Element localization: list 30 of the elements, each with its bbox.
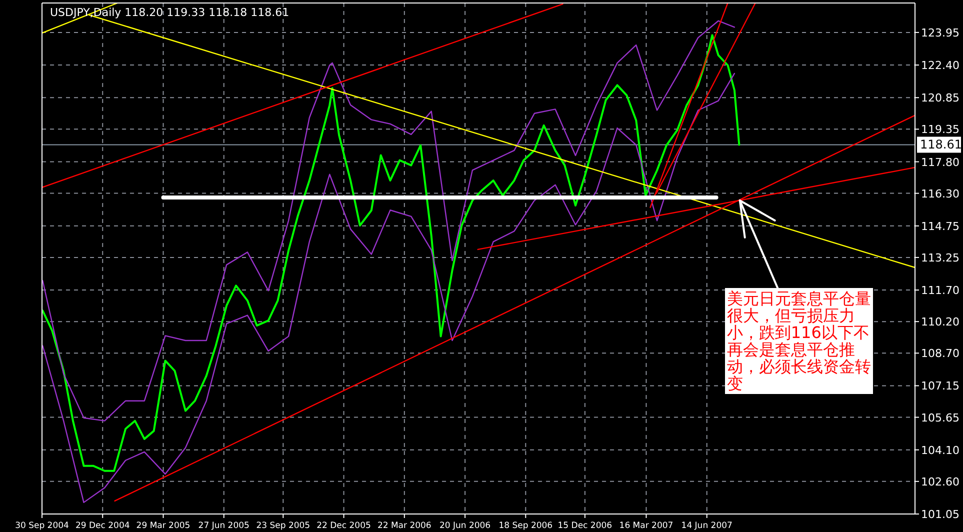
y-tick-label: 119.35 (921, 123, 960, 136)
y-tick-label: 114.75 (921, 220, 960, 233)
y-tick-label: 108.70 (921, 347, 960, 360)
y-tick-label: 117.80 (921, 156, 960, 169)
y-tick-label: 113.25 (921, 251, 960, 264)
y-tick-label: 101.05 (921, 508, 960, 521)
x-tick-label: 14 Jun 2007 (681, 521, 732, 531)
y-tick-label: 110.20 (921, 316, 960, 329)
x-tick-label: 20 Jun 2006 (439, 521, 491, 531)
y-tick-label: 120.85 (921, 92, 960, 105)
x-tick-label: 15 Dec 2006 (558, 521, 612, 531)
ref-line-label: 118.61 (920, 138, 962, 152)
y-tick-label: 104.10 (921, 444, 960, 457)
x-tick-label: 23 Sep 2005 (256, 521, 310, 531)
y-tick-label: 116.30 (921, 187, 960, 200)
x-tick-label: 22 Mar 2006 (377, 521, 432, 531)
y-tick-label: 107.15 (921, 380, 960, 393)
y-tick-label: 123.95 (921, 26, 960, 40)
x-tick-label: 16 Mar 2007 (619, 521, 674, 531)
x-tick-label: 29 Mar 2005 (136, 521, 190, 531)
x-tick-label: 22 Dec 2005 (316, 521, 371, 531)
y-tick-label: 111.70 (921, 284, 960, 298)
x-tick-label: 30 Sep 2004 (15, 521, 69, 531)
y-tick-label: 122.40 (921, 59, 960, 72)
x-tick-label: 27 Jun 2005 (198, 521, 250, 531)
annotation: 美元日元套息平仓量很大，但亏损压力小，跌到116以下不再会是套息平仓推动，必须长线资金转变 (724, 288, 873, 394)
x-tick-label: 18 Sep 2006 (498, 521, 553, 531)
x-tick-label: 29 Dec 2004 (75, 521, 130, 531)
y-tick-label: 102.60 (921, 475, 960, 488)
y-tick-label: 105.65 (921, 411, 960, 424)
